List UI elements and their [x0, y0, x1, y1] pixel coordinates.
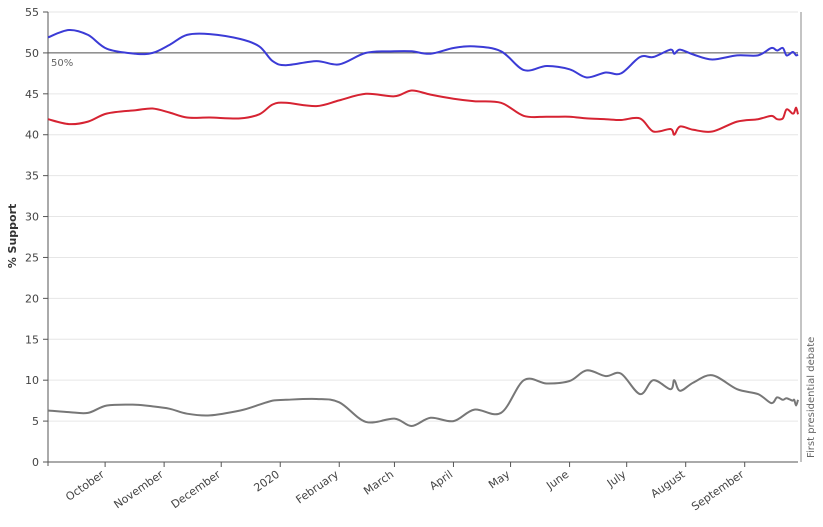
x-tick-label: 2020 — [252, 468, 282, 495]
y-tick-label: 50 — [25, 47, 39, 60]
x-ticks: October November December 2020 February March… — [63, 462, 747, 513]
series-lines — [47, 28, 799, 428]
series-line-1 — [47, 28, 799, 79]
fifty-percent-label: 50% — [51, 58, 73, 69]
y-tick-label: 55 — [25, 6, 39, 19]
x-tick-label: March — [361, 468, 396, 498]
x-tick-label: February — [294, 468, 342, 507]
x-tick-label: May — [486, 468, 512, 492]
series-line-2 — [47, 89, 799, 136]
y-tick-label: 0 — [32, 456, 39, 469]
y-tick-label: 25 — [25, 251, 39, 264]
y-tick-label: 20 — [25, 292, 39, 305]
x-tick-label: July — [604, 468, 629, 491]
x-tick-label: April — [427, 468, 455, 493]
x-tick-label: December — [169, 468, 224, 512]
y-tick-label: 5 — [32, 415, 39, 428]
y-tick-label: 30 — [25, 211, 39, 224]
y-tick-label: 45 — [25, 88, 39, 101]
series-line-3 — [47, 369, 799, 428]
axes — [47, 12, 798, 466]
x-tick-label: September — [689, 468, 747, 514]
debate-marker: First presidential debate — [800, 12, 817, 462]
y-tick-label: 35 — [25, 170, 39, 183]
x-tick-label: November — [111, 468, 166, 512]
y-axis-title: % Support — [6, 204, 19, 269]
gridlines — [48, 11, 798, 422]
y-tick-label: 15 — [25, 333, 39, 346]
y-tick-label: 10 — [25, 374, 39, 387]
reference-line-group: 50% — [48, 52, 798, 69]
debate-marker-label: First presidential debate — [806, 337, 817, 458]
y-tick-label: 40 — [25, 129, 39, 142]
x-tick-label: August — [648, 467, 688, 500]
x-tick-label: June — [543, 468, 571, 493]
x-tick-label: October — [63, 468, 107, 504]
y-ticks: 0 5 10 15 20 25 30 35 40 45 50 55 — [25, 6, 48, 469]
